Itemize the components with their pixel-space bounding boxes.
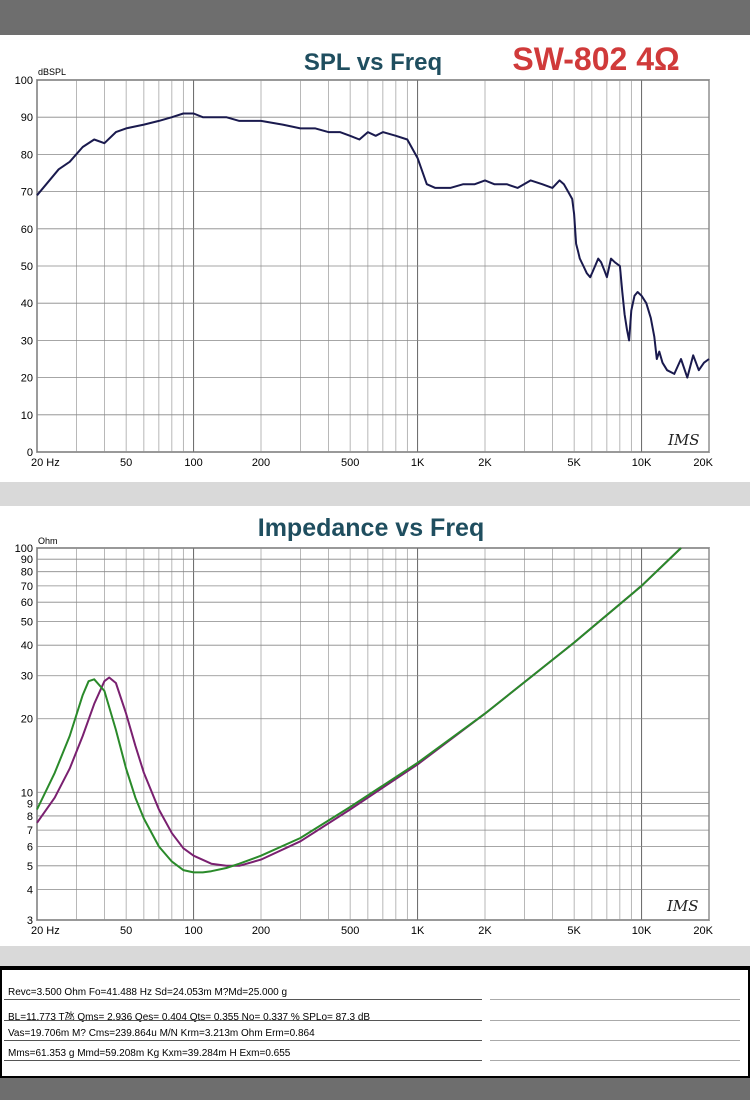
impedance-curve-purple [36,547,682,867]
y-tick-label: 100 [15,75,33,87]
x-tick-label: 1K [411,457,425,469]
y-tick-label: 80 [21,567,33,579]
param-rule-3b [490,1040,740,1041]
y-tick-label: 50 [21,617,33,629]
y-tick-label: 7 [27,825,33,837]
y-tick-label: 60 [21,597,33,609]
x-tick-label: 2K [478,925,492,937]
x-tick-label: 100 [184,925,202,937]
x-tick-label: 20 Hz [31,457,60,469]
x-tick-label: 2K [478,457,492,469]
y-tick-label: 10 [21,410,33,422]
impedance-unit-label: Ohm [38,536,58,546]
param-line-3: Vas=19.706m M? Cms=239.864u M/N Krm=3.21… [8,1028,315,1039]
x-tick-label: 10K [632,457,652,469]
spl-chart: 0 10 20 30 40 50 60 70 80 90 100 20 Hz 50 100 200 500 1K… [15,41,714,469]
bottom-gray-band [0,1078,750,1100]
spl-watermark: IMS [667,431,700,449]
y-tick-label: 8 [27,811,33,823]
param-rule-4 [4,1060,482,1061]
x-tick-label: 200 [252,457,270,469]
x-tick-label: 50 [120,925,132,937]
y-tick-label: 60 [21,224,33,236]
y-tick-label: 90 [21,554,33,566]
y-tick-label: 50 [21,261,33,273]
top-gray-band [0,0,750,35]
x-tick-label: 10K [632,925,652,937]
param-line-1: Revc=3.500 Ohm Fo=41.488 Hz Sd=24.053m M… [8,987,288,998]
chart-separator [0,482,750,506]
impedance-chart-title: Impedance vs Freq [258,514,484,542]
y-tick-label: 30 [21,335,33,347]
param-rule-1 [4,999,482,1000]
spl-unit-label: dBSPL [38,67,66,77]
param-line-4: Mms=61.353 g Mmd=59.208m Kg Kxm=39.284m … [8,1048,291,1059]
impedance-watermark: IMS [666,897,699,915]
y-tick-label: 70 [21,581,33,593]
x-tick-label: 500 [341,925,359,937]
plot-area [36,547,710,921]
y-tick-label: 100 [15,543,33,555]
x-tick-label: 50 [120,457,132,469]
spl-response-curve [36,112,710,379]
x-tick-label: 100 [184,457,202,469]
y-tick-label: 90 [21,112,33,124]
x-tick-label: 5K [567,925,581,937]
thiele-small-parameters: Revc=3.500 Ohm Fo=41.488 Hz Sd=24.053m M… [0,966,750,1078]
y-tick-label: 40 [21,298,33,310]
y-tick-label: 6 [27,841,33,853]
y-tick-label: 70 [21,187,33,199]
y-tick-label: 20 [21,714,33,726]
y-tick-label: 80 [21,149,33,161]
params-separator [0,946,750,966]
y-tick-label: 0 [27,447,33,459]
y-tick-label: 5 [27,861,33,873]
x-tick-label: 200 [252,925,270,937]
y-tick-label: 4 [27,884,33,896]
x-tick-label: 5K [567,457,581,469]
x-tick-label: 20K [693,457,713,469]
y-tick-label: 40 [21,640,33,652]
y-tick-label: 10 [21,787,33,799]
param-rule-2 [4,1020,482,1021]
spl-chart-title: SPL vs Freq [304,49,442,76]
y-tick-label: 30 [21,671,33,683]
param-rule-4b [490,1060,740,1061]
y-tick-label: 3 [27,915,33,927]
parameters-frame [0,966,750,1078]
param-line-2: BL=11.773 T氹 Qms= 2.936 Qes= 0.404 Qts= … [8,1012,371,1023]
y-tick-label: 20 [21,373,33,385]
impedance-curve-green [36,547,682,874]
x-tick-label: 20K [693,925,713,937]
param-rule-1b [490,999,740,1000]
speaker-model-label: SW-802 4Ω [512,41,679,77]
param-rule-3 [4,1040,482,1041]
x-tick-label: 500 [341,457,359,469]
param-rule-2b [490,1020,740,1021]
x-tick-label: 1K [411,925,425,937]
y-tick-label: 9 [27,798,33,810]
x-tick-label: 20 Hz [31,925,60,937]
